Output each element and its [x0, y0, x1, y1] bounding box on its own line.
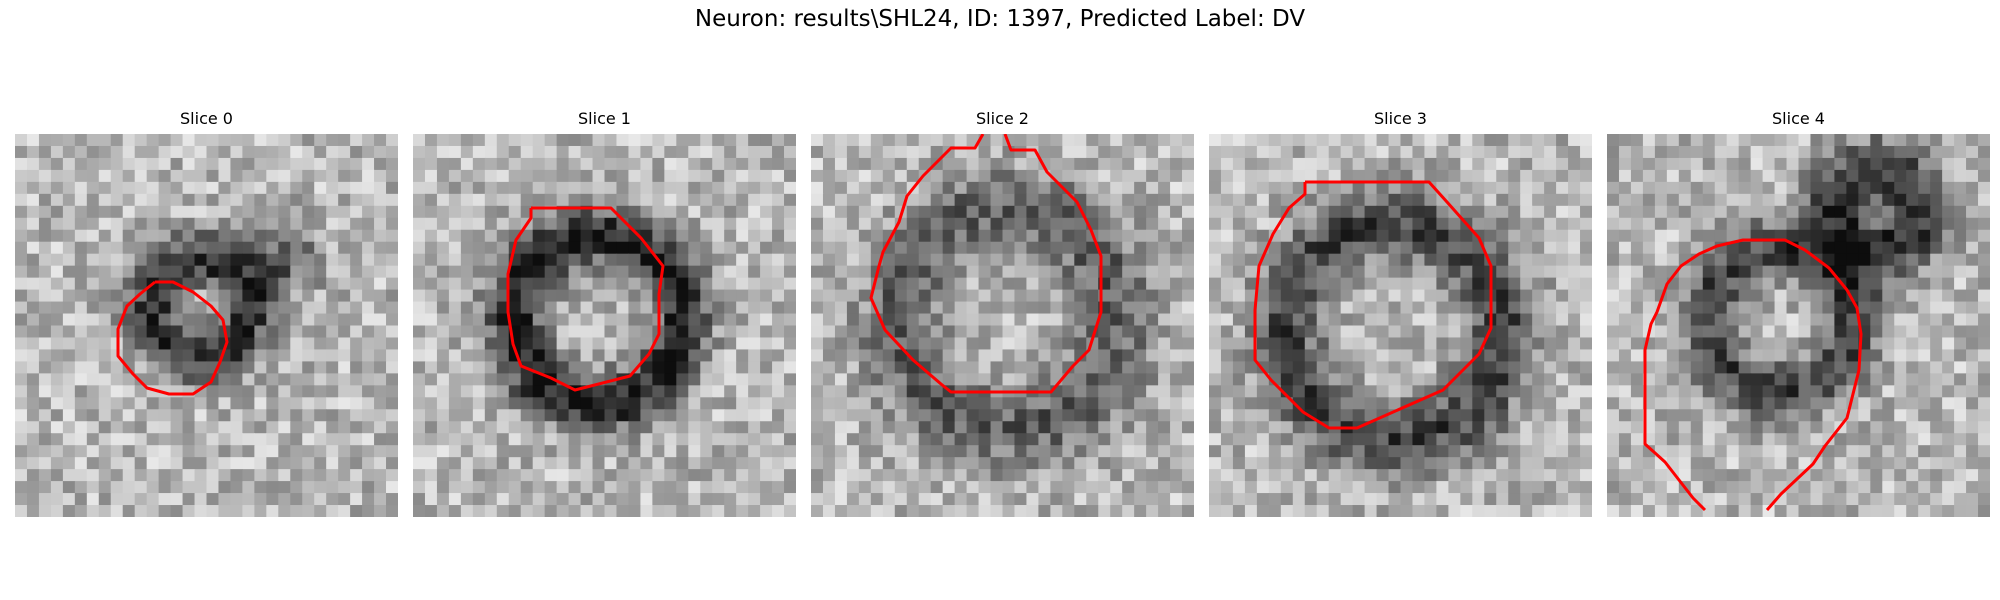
slice-panel-2: Slice 2 — [811, 108, 1194, 517]
slice-title: Slice 4 — [1772, 109, 1825, 128]
segmentation-contour — [1253, 180, 1493, 430]
segmentation-contour — [506, 206, 665, 392]
slice-title: Slice 2 — [976, 109, 1029, 128]
slice-title: Slice 3 — [1374, 109, 1427, 128]
segmentation-contour — [1643, 238, 1863, 512]
slice-panel-3: Slice 3 — [1209, 108, 1592, 517]
figure-title: Neuron: results\SHL24, ID: 1397, Predict… — [694, 6, 1306, 32]
segmentation-contour — [116, 280, 229, 396]
microscopy-image — [413, 134, 796, 517]
microscopy-image — [1607, 134, 1990, 517]
slice-panel-0: Slice 0 — [15, 108, 398, 517]
microscopy-image — [15, 134, 398, 517]
segmentation-contour — [869, 134, 1103, 394]
slice-title: Slice 1 — [578, 109, 631, 128]
microscopy-image — [811, 134, 1194, 517]
slice-panel-4: Slice 4 — [1607, 108, 1990, 517]
slice-panel-1: Slice 1 — [413, 108, 796, 517]
microscopy-image — [1209, 134, 1592, 517]
slice-title: Slice 0 — [180, 109, 233, 128]
